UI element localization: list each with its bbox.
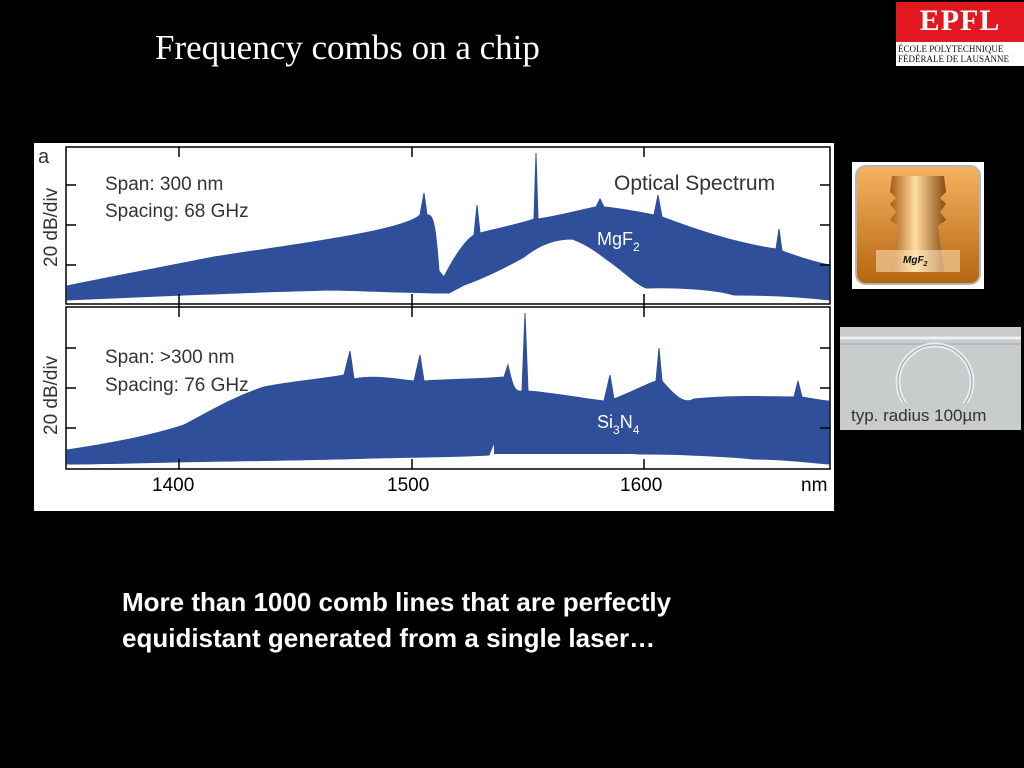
- si3n4-trace-label: Si3N4: [597, 412, 640, 437]
- ring-resonator-photo: typ. radius 100µm: [840, 327, 1021, 430]
- top-spectrum-trace: [66, 152, 830, 301]
- spectrum-svg: a 20 dB/div 20 dB/div Span: 300 nm Spaci…: [38, 146, 831, 496]
- caption-line-1: More than 1000 comb lines that are perfe…: [122, 587, 672, 617]
- bottom-span-label: Span: >300 nm: [105, 347, 234, 368]
- si3n4-envelope-peak: [494, 399, 644, 454]
- logo-line-2: FÉDÉRALE DE LAUSANNE: [898, 54, 1009, 64]
- panel-letter: a: [38, 146, 50, 168]
- mgf2-resonator-photo: MgF2: [852, 162, 984, 289]
- logo-mark-text: EPFL: [919, 4, 1001, 37]
- epfl-logo: EPFL ÉCOLE POLYTECHNIQUE FÉDÉRALE DE LAU…: [896, 2, 1024, 66]
- bottom-spacing-label: Spacing: 76 GHz: [105, 375, 249, 396]
- ring-radius-label: typ. radius 100µm: [851, 406, 986, 425]
- caption-line-2: equidistant generated from a single lase…: [122, 623, 656, 653]
- top-span-label: Span: 300 nm: [105, 174, 223, 195]
- optical-spectrum-figure: a 20 dB/div 20 dB/div Span: 300 nm Spaci…: [34, 143, 834, 511]
- bottom-spectrum-trace: [66, 312, 830, 465]
- x-ticks: [178, 147, 645, 469]
- x-tick-label-1600: 1600: [620, 475, 662, 496]
- slide-caption: More than 1000 comb lines that are perfe…: [122, 584, 842, 656]
- logo-line-1: ÉCOLE POLYTECHNIQUE: [898, 44, 1004, 54]
- top-spacing-label: Spacing: 68 GHz: [105, 201, 249, 222]
- x-tick-label-1500: 1500: [387, 475, 429, 496]
- optical-spectrum-heading: Optical Spectrum: [614, 172, 775, 195]
- top-y-axis-label: 20 dB/div: [41, 187, 62, 267]
- x-unit-label: nm: [801, 475, 827, 496]
- bottom-y-ticks: [66, 347, 830, 429]
- mgf2-trace-label: MgF2: [597, 229, 640, 254]
- x-tick-label-1400: 1400: [152, 475, 194, 496]
- epfl-logo-mark: EPFL: [896, 2, 1024, 42]
- bottom-y-axis-label: 20 dB/div: [41, 355, 62, 435]
- top-y-ticks: [66, 184, 830, 266]
- mgf2-photo-label: MgF2: [903, 255, 928, 268]
- slide-title: Frequency combs on a chip: [155, 28, 540, 67]
